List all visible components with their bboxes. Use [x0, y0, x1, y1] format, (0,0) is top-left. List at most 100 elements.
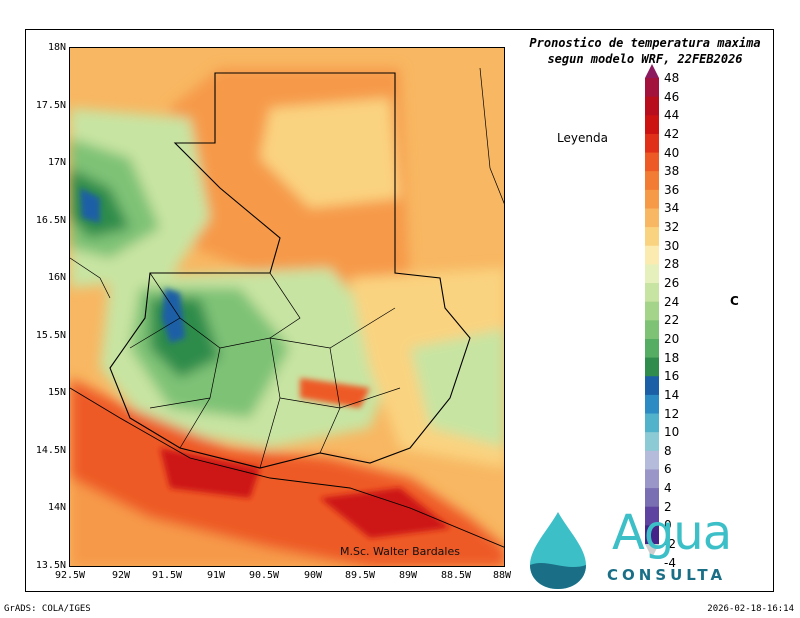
- colorbar-label: 18: [664, 350, 680, 365]
- unit-label: C: [730, 294, 739, 308]
- colorbar-segment: [645, 320, 659, 340]
- colorbar-label: 34: [664, 201, 680, 216]
- colorbar-label: 22: [664, 313, 680, 328]
- hot-spot-coast-west: [160, 448, 260, 498]
- colorbar-segment: [645, 450, 659, 470]
- lon-label-91w: 91W: [206, 570, 226, 581]
- colorbar-segment: [645, 245, 659, 265]
- map-subtitle: segun modelo WRF, 22FEB2026: [547, 52, 743, 66]
- region-north-mild: [260, 98, 400, 208]
- colorbar-segment: [645, 64, 659, 78]
- lat-label-14-5n: 14.5N: [35, 445, 66, 456]
- logo-word-consulta: CONSULTA: [607, 566, 727, 584]
- colorbar-label: 20: [664, 331, 680, 346]
- colorbar-label: -2: [664, 537, 676, 551]
- lon-label-92w: 92W: [111, 570, 131, 581]
- colorbar-segment: [645, 283, 659, 303]
- colorbar: [645, 64, 659, 558]
- colorbar-segment: [645, 264, 659, 284]
- lat-label-17n: 17N: [47, 157, 66, 168]
- colorbar-segment: [645, 525, 659, 545]
- colorbar-label: 42: [664, 126, 680, 141]
- colorbar-label: 4: [664, 481, 672, 496]
- plot-frame: [25, 29, 774, 592]
- colorbar-label: 12: [664, 406, 680, 421]
- lat-label-17-5n: 17.5N: [35, 100, 66, 111]
- colorbar-label: 48: [664, 71, 680, 85]
- pacific-coastline: [70, 387, 504, 548]
- colorbar-label: 44: [664, 108, 680, 123]
- colorbar-segment: [645, 171, 659, 191]
- author-credit: M.Sc. Walter Bardales: [340, 545, 460, 558]
- colorbar-segment: [645, 133, 659, 154]
- logo-word-agua: Agua: [612, 505, 732, 561]
- colorbar-segment: [645, 338, 659, 359]
- colorbar-label: 32: [664, 220, 680, 235]
- footer-software: GrADS: COLA/IGES: [4, 604, 91, 614]
- legend-label: Leyenda: [557, 131, 608, 145]
- lat-label-18n: 18N: [47, 42, 66, 53]
- colorbar-segment: [645, 413, 659, 433]
- colorbar-label: 46: [664, 89, 680, 104]
- lon-label-89w: 89W: [398, 570, 418, 581]
- lon-label-88w: 88W: [492, 570, 512, 581]
- colorbar-segment: [645, 208, 659, 228]
- colorbar-label: 8: [664, 443, 672, 458]
- colorbar-label: 6: [664, 462, 672, 477]
- colorbar-segment: [645, 301, 659, 321]
- cold-spot-highlands: [162, 288, 185, 343]
- colorbar-label: 10: [664, 425, 680, 440]
- lat-label-15n: 15N: [47, 387, 66, 398]
- colorbar-label: 2: [664, 499, 672, 514]
- map-title: Pronostico de temperatura maxima: [529, 36, 761, 50]
- belize-coastline: [479, 67, 504, 204]
- temperature-map[interactable]: [69, 47, 505, 567]
- colorbar-segment: [645, 506, 659, 526]
- colorbar-label: 38: [664, 164, 680, 179]
- colorbar-segment: [645, 376, 659, 396]
- country-border: [109, 72, 471, 469]
- lon-label-91-5w: 91.5W: [151, 570, 183, 581]
- agua-consulta-logo: [530, 512, 586, 589]
- colorbar-label: 36: [664, 182, 680, 197]
- map-canvas: [70, 48, 504, 566]
- colorbar-label: 24: [664, 294, 680, 309]
- colorbar-segment: [645, 115, 659, 135]
- department-borders: [129, 272, 401, 469]
- lon-label-92-5w: 92.5W: [54, 570, 86, 581]
- colorbar-label: 16: [664, 369, 680, 384]
- colorbar-segment: [645, 227, 659, 247]
- lat-label-13-5n: 13.5N: [35, 560, 66, 571]
- colorbar-label: 28: [664, 257, 680, 272]
- hot-spot-interior: [300, 378, 370, 408]
- colorbar-segment: [645, 544, 659, 558]
- colorbar-segment: [645, 96, 659, 116]
- colorbar-segment: [645, 488, 659, 508]
- colorbar-segment: [645, 78, 659, 98]
- footer-timestamp: 2026-02-18-16:14: [707, 604, 794, 614]
- water-drop-wave-icon: [530, 562, 586, 589]
- cold-spot-northwest: [80, 188, 100, 223]
- region-east-cool: [410, 328, 504, 448]
- lat-label-16n: 16N: [47, 272, 66, 283]
- colorbar-label: 14: [664, 387, 680, 402]
- colorbar-label: 40: [664, 145, 680, 160]
- lat-label-14n: 14N: [47, 502, 66, 513]
- colorbar-label: -4: [664, 555, 676, 570]
- lon-label-90-5w: 90.5W: [248, 570, 280, 581]
- colorbar-label: 26: [664, 276, 680, 291]
- colorbar-segment: [645, 394, 659, 415]
- lon-label-89-5w: 89.5W: [344, 570, 376, 581]
- hot-spot-coast-east: [320, 488, 450, 538]
- lat-label-15-5n: 15.5N: [35, 330, 66, 341]
- mexico-border: [70, 257, 111, 299]
- lon-label-88-5w: 88.5W: [440, 570, 472, 581]
- colorbar-segment: [645, 432, 659, 452]
- lat-label-16-5n: 16.5N: [35, 215, 66, 226]
- colorbar-segment: [645, 357, 659, 377]
- colorbar-label: 0: [664, 518, 672, 533]
- lon-label-90w: 90W: [303, 570, 323, 581]
- colorbar-segment: [645, 189, 659, 209]
- colorbar-segment: [645, 152, 659, 172]
- colorbar-segment: [645, 469, 659, 489]
